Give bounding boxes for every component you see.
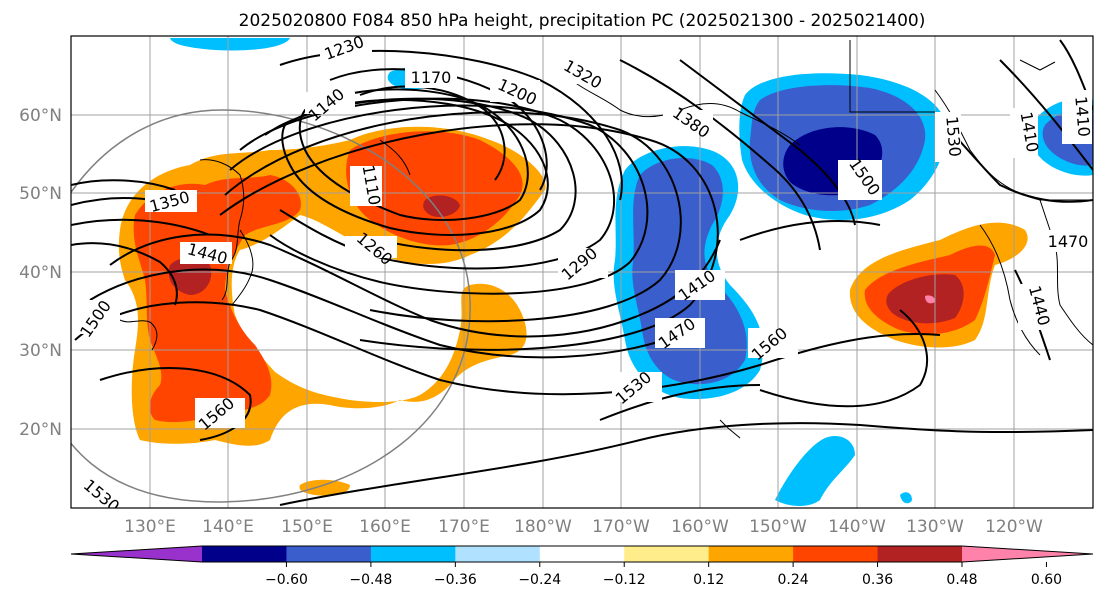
colorbar-segment [539, 546, 625, 562]
colorbar-segment [202, 546, 287, 562]
lon-label: 140°W [828, 517, 886, 537]
lat-label-50n: 50°N [19, 184, 62, 204]
map-title: 2025020800 F084 850 hPa height, precipit… [239, 11, 926, 31]
lon-label: 150°W [749, 517, 807, 537]
colorbar-tick-label: −0.12 [603, 572, 646, 588]
contour-label: 1470 [1048, 232, 1089, 251]
positive-fill-small-south [299, 479, 350, 496]
colorbar: −0.60 −0.48 −0.36 −0.24 −0.12 0.12 0.24 0.36 0.4… [70, 545, 1094, 588]
lon-label: 170°E [438, 517, 490, 537]
colorbar-tick-label: −0.24 [518, 572, 561, 588]
lat-label-60n: 60°N [19, 106, 62, 126]
colorbar-segment [877, 546, 963, 562]
lon-label: 160°W [671, 517, 729, 537]
lon-label: 120°W [985, 517, 1043, 537]
map-frame [70, 35, 1094, 509]
negative-fill-top [170, 38, 290, 51]
colorbar-tick-label: −0.60 [265, 572, 308, 588]
colorbar-tick-label: 0.36 [862, 572, 893, 588]
colorbar-tick-label: 0.60 [1031, 572, 1062, 588]
lon-label: 160°E [359, 517, 411, 537]
lat-label-40n: 40°N [19, 263, 62, 283]
positive-fill-east-peak [925, 295, 936, 304]
lon-label: 130°W [906, 517, 964, 537]
colorbar-segment [624, 546, 710, 562]
colorbar-tick-label: 0.12 [693, 572, 724, 588]
positive-fill-east-core [886, 274, 964, 324]
lon-label: 170°W [592, 517, 650, 537]
lon-label: 140°E [202, 517, 254, 537]
contour-label: 1410 [1071, 95, 1093, 137]
longitude-labels: 130°E 140°E 150°E 160°E 170°E 180°W 170°… [124, 517, 1043, 537]
colorbar-segment [286, 546, 372, 562]
latitude-labels: 20°N 30°N 40°N 50°N 60°N [19, 106, 62, 440]
colorbar-segment [793, 546, 879, 562]
contour-label-halos [78, 36, 1092, 506]
colorbar-outline [70, 545, 1094, 563]
positive-fill-kamchatka-core [423, 195, 460, 217]
colorbar-segment [455, 546, 541, 562]
contour-label: 1170 [411, 68, 452, 87]
colorbar-tick-label: 0.24 [778, 572, 809, 588]
lat-label-20n: 20°N [19, 420, 62, 440]
contour-label: 1530 [942, 115, 964, 157]
negative-fill-south [775, 435, 855, 506]
colorbar-tick-label: −0.48 [349, 572, 392, 588]
colorbar-tick-label: 0.48 [946, 572, 977, 588]
positive-fill-west-core [168, 257, 212, 295]
height-contours [71, 39, 1093, 506]
lon-label: 180°W [514, 517, 572, 537]
lon-label: 130°E [124, 517, 176, 537]
colorbar-segment [708, 546, 794, 562]
colorbar-extend-low [71, 546, 202, 562]
lat-label-30n: 30°N [19, 341, 62, 361]
negative-fill-hawaii [900, 492, 912, 504]
region-circle [71, 109, 471, 503]
colorbar-extend-high [962, 546, 1093, 562]
lon-label: 150°E [281, 517, 333, 537]
colorbar-tick-label: −0.36 [434, 572, 477, 588]
map-area: 1230 1170 1200 1320 1380 1140 1110 1350 … [71, 36, 1093, 508]
colorbar-segment [370, 546, 456, 562]
